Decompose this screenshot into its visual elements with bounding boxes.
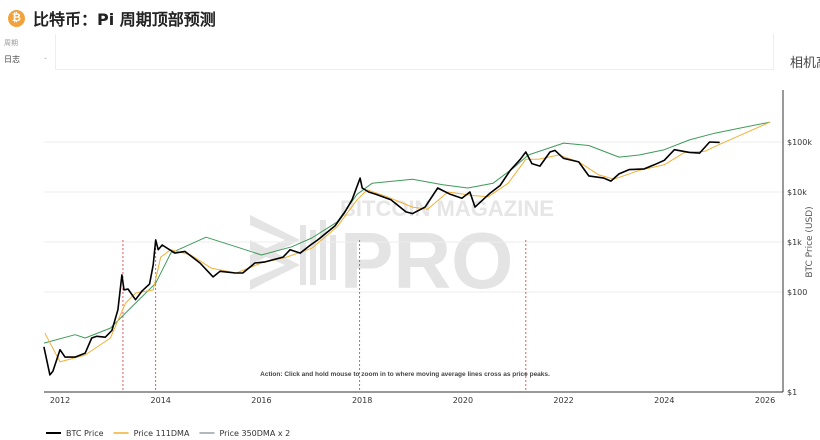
x-tick-label: 2012 [50, 396, 70, 405]
divider [773, 34, 774, 70]
x-tick-label: 2016 [251, 396, 271, 405]
x-tick-label: 2024 [654, 396, 674, 405]
page-title: 比特币：Pi 周期顶部预测 [33, 10, 216, 29]
chart-annotation: Action: Click and hold mouse to zoom in … [260, 371, 550, 378]
y-tick-label: $1 [787, 388, 797, 397]
scale-label: 周期 [4, 39, 18, 47]
y-tick-label: $100 [787, 288, 807, 297]
series-line-price-111dma [44, 121, 771, 363]
watermark-line2: PRO [340, 216, 513, 305]
legend-label: Price 111DMA [134, 429, 190, 438]
x-tick-label: 2020 [453, 396, 473, 405]
x-tick-label: 2018 [352, 396, 372, 405]
x-tick-label: 2022 [553, 396, 573, 405]
scale-select[interactable]: 周期 日志 ⌄ [0, 34, 56, 70]
x-tick-label: 2026 [755, 396, 775, 405]
x-tick-label: 2014 [151, 396, 171, 405]
legend-label: BTC Price [66, 429, 104, 438]
watermark: BITCOIN MAGAZINE PRO [250, 196, 554, 305]
watermark-logo-icon [250, 215, 336, 290]
scale-value[interactable]: 日志 [4, 55, 20, 64]
y-tick-label: $10k [787, 188, 807, 197]
legend-item[interactable]: BTC Price [46, 429, 104, 438]
legend-item[interactable]: Price 111DMA [113, 429, 190, 438]
y-tick-label: $1k [787, 238, 802, 247]
watermark-line1: BITCOIN MAGAZINE [340, 196, 554, 221]
legend-label: Price 350DMA x 2 [219, 429, 290, 438]
series-line-btc-price [43, 141, 720, 376]
camera-button[interactable]: 相机高 [790, 56, 820, 71]
bitcoin-icon: ₿ [8, 9, 25, 27]
y-axis-label: BTC Price (USD) [805, 206, 815, 277]
legend-item[interactable]: Price 350DMA x 2 [199, 429, 290, 438]
chevron-down-icon[interactable]: ⌄ [43, 55, 49, 61]
page-header: ₿ 比特币：Pi 周期顶部预测 [8, 6, 216, 30]
series-line-price-350dma-x-2 [43, 121, 771, 344]
divider [55, 69, 773, 70]
y-tick-label: $100k [787, 138, 812, 147]
